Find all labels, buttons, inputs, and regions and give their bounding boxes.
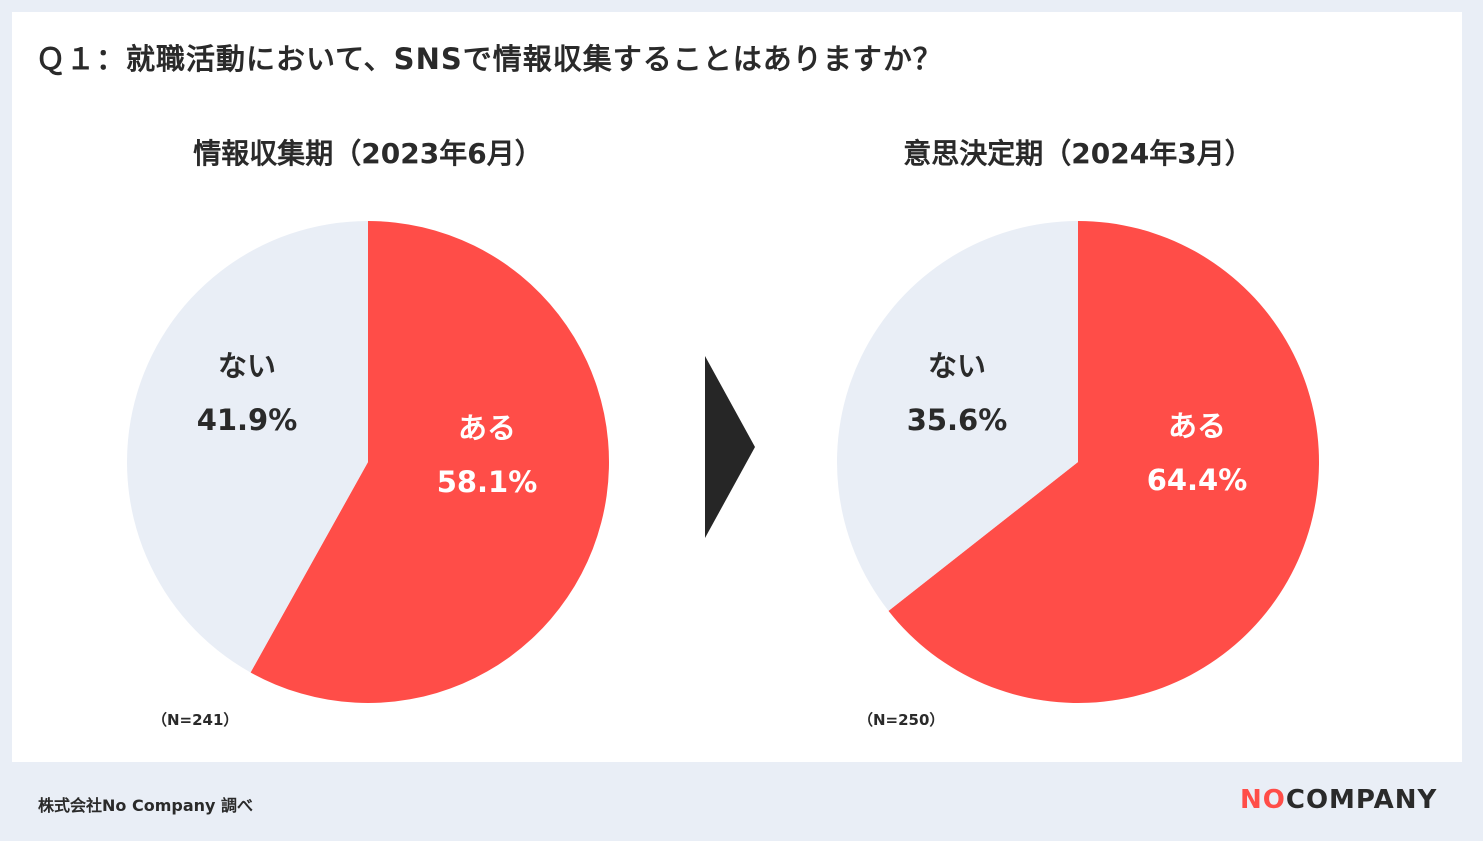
slice-yes (888, 221, 1319, 703)
sample-size-2024: （N=250） (858, 711, 945, 729)
logo-no-text: NO (1240, 785, 1286, 815)
no-company-logo: NOCOMPANY (1240, 782, 1437, 818)
pie-chart-2023: ある 58.1% ない 41.9% (126, 221, 609, 703)
slice-no (126, 221, 368, 673)
chart-title-2024: 意思決定期（2024年3月） (903, 137, 1253, 170)
slice-no (837, 221, 1078, 611)
chart-title-2023: 情報収集期（2023年6月） (193, 137, 543, 170)
source-note: 株式会社No Company 調べ (38, 796, 254, 815)
slice-label-no: ない (218, 349, 276, 383)
slice-value-no: 41.9% (197, 403, 298, 437)
slice-yes (250, 221, 609, 703)
pie-chart-2024: ある 64.4% ない 35.6% (837, 221, 1319, 703)
slice-label-no: ない (928, 349, 986, 383)
slice-label-yes: ある (458, 411, 516, 445)
slice-value-yes: 58.1% (437, 465, 538, 499)
sample-size-2023: （N=241） (152, 711, 239, 729)
slice-value-yes: 64.4% (1147, 463, 1248, 497)
slice-value-no: 35.6% (907, 403, 1008, 437)
logo-company-text: COMPANY (1285, 785, 1438, 815)
slice-label-yes: ある (1168, 409, 1226, 443)
question-title: Ｑ１：就職活動において、SNSで情報収集することはありますか？ (36, 42, 943, 76)
chevron-right-icon (705, 356, 755, 538)
